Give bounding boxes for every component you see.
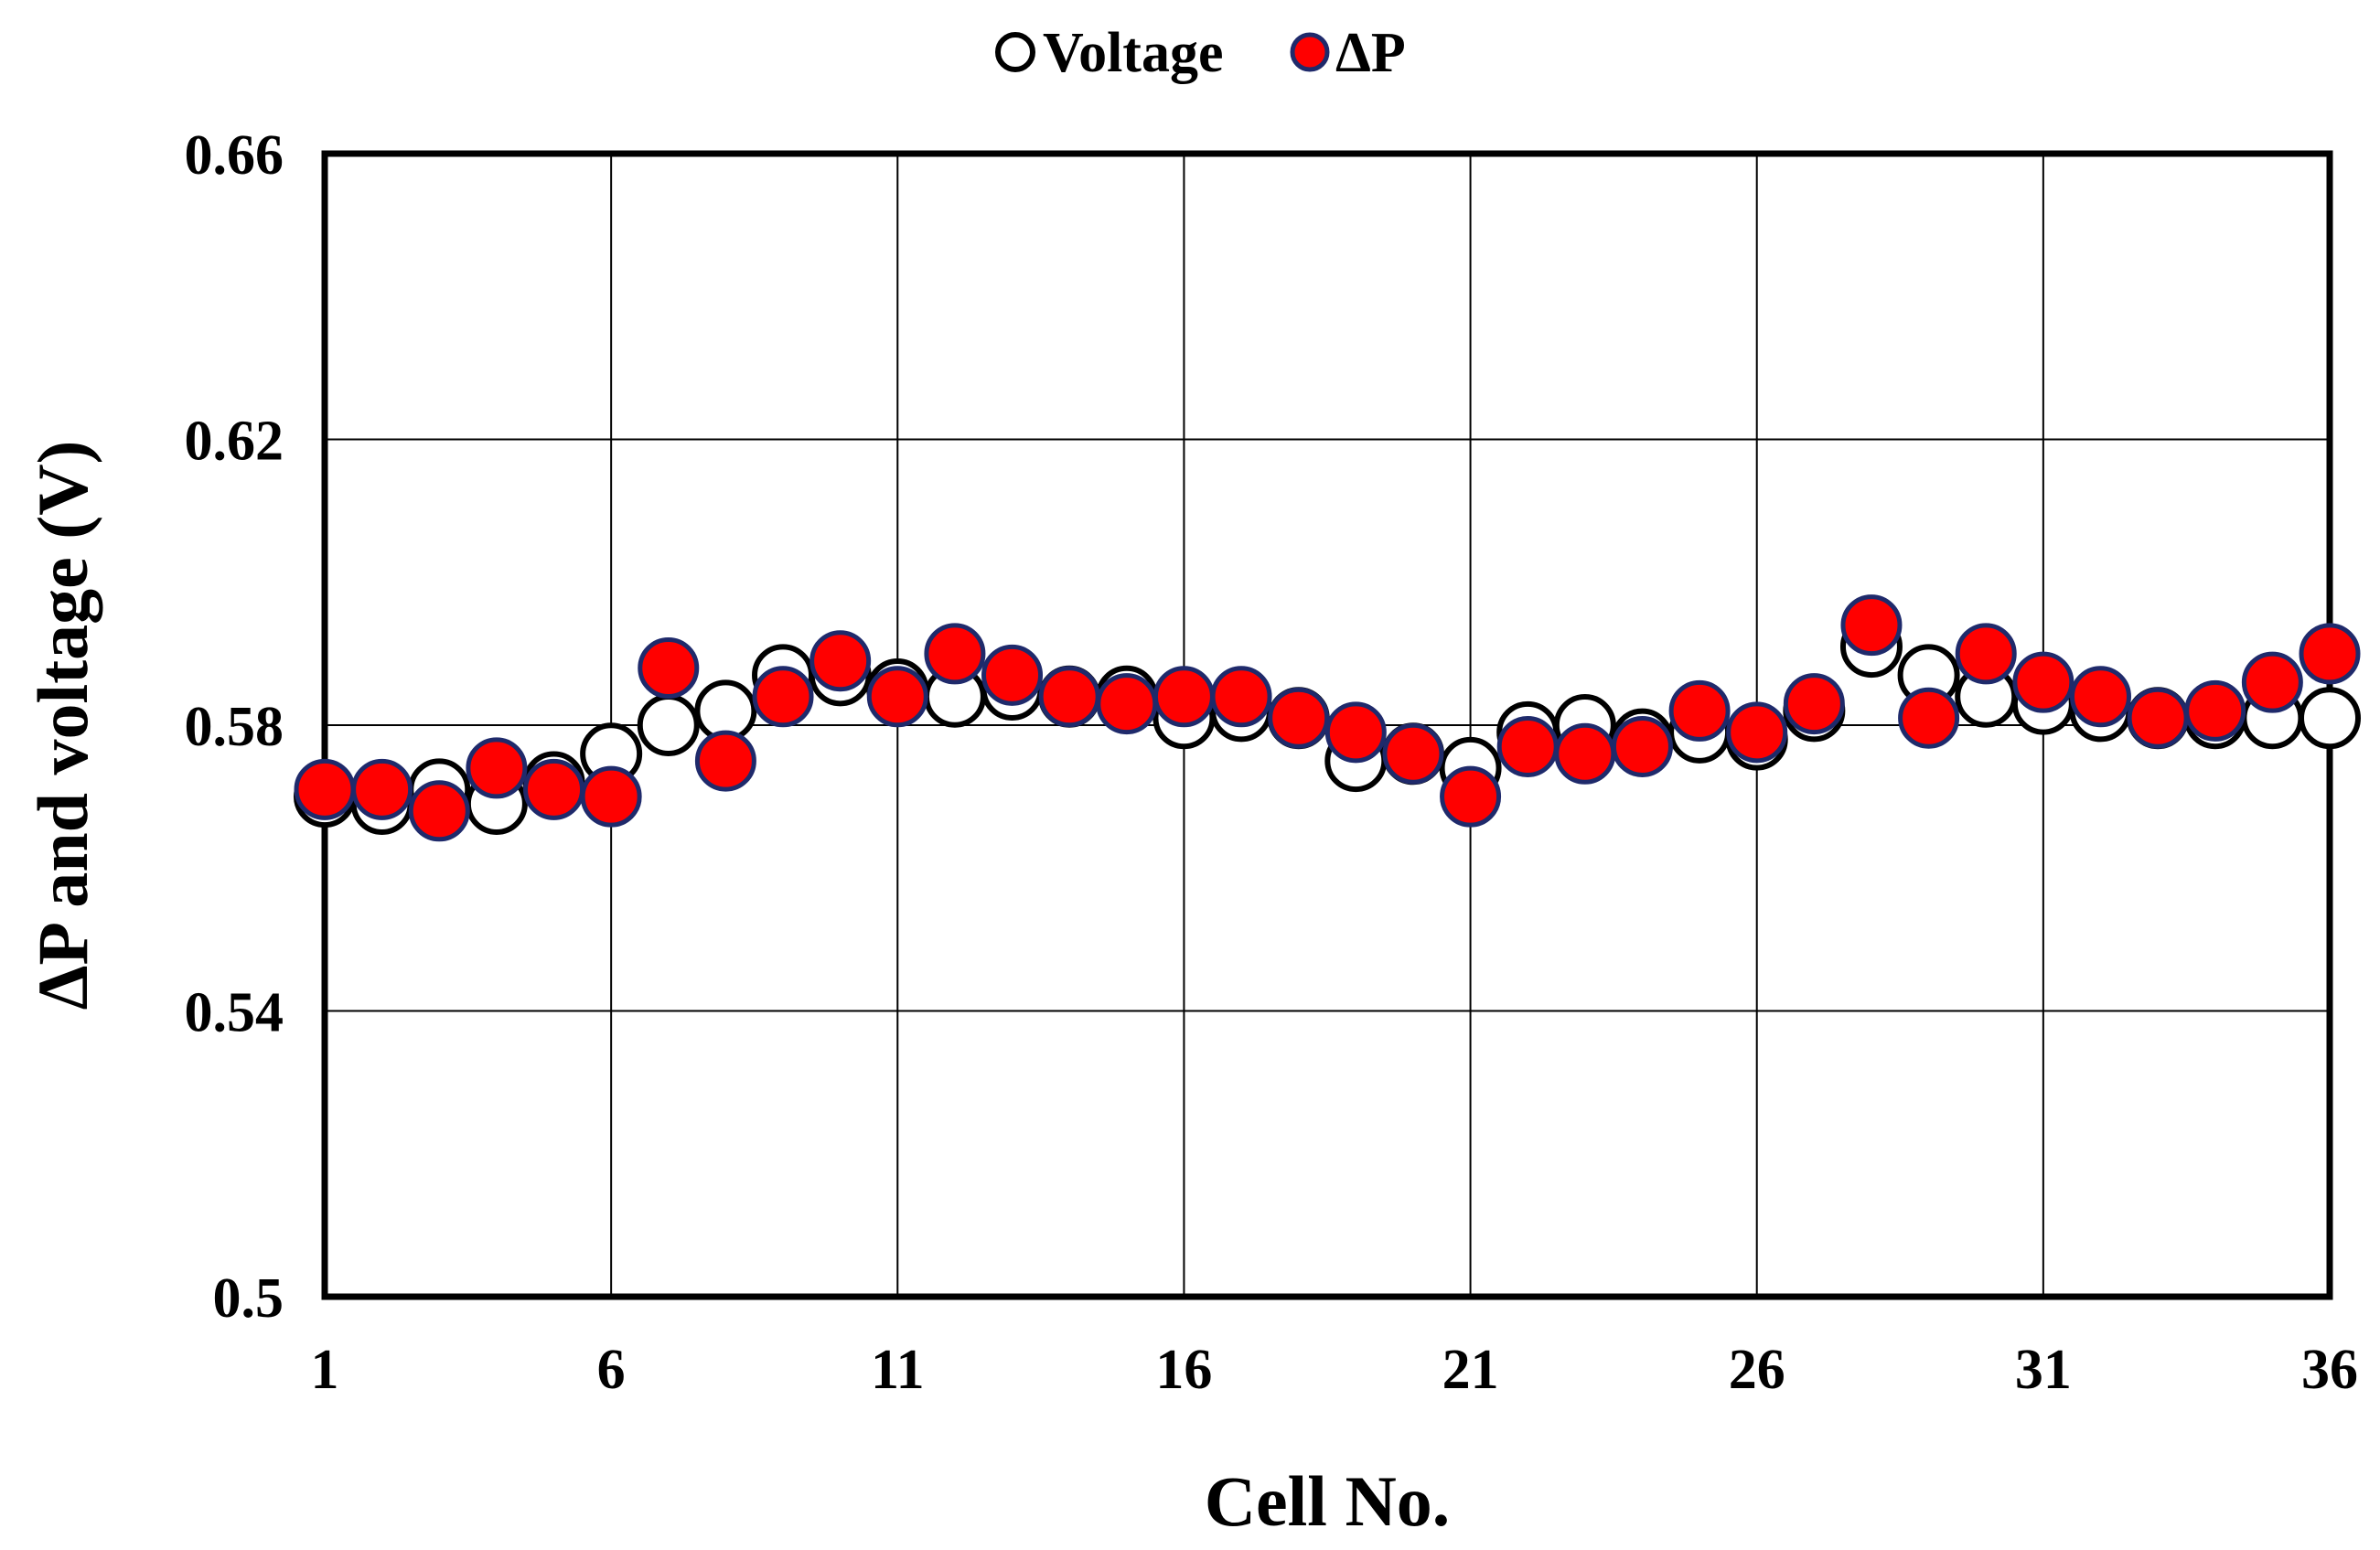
delta-p-point [1096, 673, 1158, 735]
delta-p-point [809, 630, 872, 692]
delta-p-point [2299, 623, 2361, 685]
y-tick-label: 0.5 [213, 1267, 284, 1330]
delta-p-point [580, 765, 642, 828]
delta-p-point [1611, 715, 1673, 777]
x-tick-label: 11 [871, 1339, 925, 1401]
delta-p-point [1268, 687, 1330, 749]
voltage-point [2299, 687, 2361, 750]
delta-p-point [351, 758, 413, 820]
series-delta-p [294, 594, 2361, 842]
x-tick-label: 1 [311, 1339, 339, 1401]
legend: Voltage ΔP [995, 22, 1406, 84]
x-axis-tick-labels: 1 6 11 16 21 26 31 36 [311, 1339, 2359, 1401]
y-tick-label: 0.54 [185, 982, 284, 1044]
delta-p-point [1440, 765, 1502, 828]
delta-p-point [1554, 722, 1616, 785]
delta-p-point [694, 730, 756, 792]
delta-p-point [1783, 673, 1845, 735]
x-tick-label: 6 [597, 1339, 626, 1401]
delta-p-point [1382, 722, 1444, 785]
delta-p-point [752, 666, 814, 728]
delta-p-point [408, 780, 470, 842]
x-tick-label: 36 [2301, 1339, 2358, 1401]
delta-p-point [1496, 715, 1559, 777]
y-tick-label: 0.58 [185, 696, 284, 758]
delta-p-point [1955, 623, 2017, 685]
legend-label-voltage: Voltage [1043, 22, 1223, 84]
delta-p-point [866, 666, 928, 728]
y-axis-title: ΔP and voltage (V) [23, 440, 102, 1010]
delta-p-point [466, 737, 528, 799]
delta-p-point [1840, 594, 1903, 657]
delta-p-point [2127, 687, 2189, 749]
delta-p-point [1038, 666, 1100, 728]
delta-p-point [1898, 687, 1960, 749]
delta-p-point [2069, 666, 2131, 728]
x-axis-title: Cell No. [1205, 1461, 1451, 1541]
legend-label-delta-p: ΔP [1335, 22, 1406, 84]
y-tick-label: 0.66 [185, 124, 284, 187]
delta-p-point [981, 644, 1044, 706]
y-axis-tick-labels: 0.5 0.54 0.58 0.62 0.66 [185, 124, 284, 1330]
y-tick-label: 0.62 [185, 411, 284, 473]
x-tick-label: 26 [1729, 1339, 1785, 1401]
delta-p-point [294, 758, 356, 820]
delta-p-point [523, 758, 585, 820]
delta-p-point [924, 623, 986, 685]
delta-p-point [1210, 666, 1272, 728]
voltage-point [637, 694, 700, 756]
delta-p-point [1726, 701, 1788, 764]
delta-p-point [638, 637, 700, 699]
x-tick-label: 16 [1155, 1339, 1212, 1401]
x-tick-label: 31 [2015, 1339, 2072, 1401]
delta-p-point [1152, 666, 1215, 728]
delta-p-point [2241, 651, 2303, 713]
delta-p-point [1324, 701, 1387, 764]
delta-p-point [2012, 651, 2074, 713]
legend-marker-voltage [995, 32, 1035, 72]
x-tick-label: 21 [1442, 1339, 1499, 1401]
delta-p-point [2184, 679, 2246, 742]
legend-marker-delta-p [1290, 32, 1330, 72]
delta-p-point [1668, 679, 1731, 742]
